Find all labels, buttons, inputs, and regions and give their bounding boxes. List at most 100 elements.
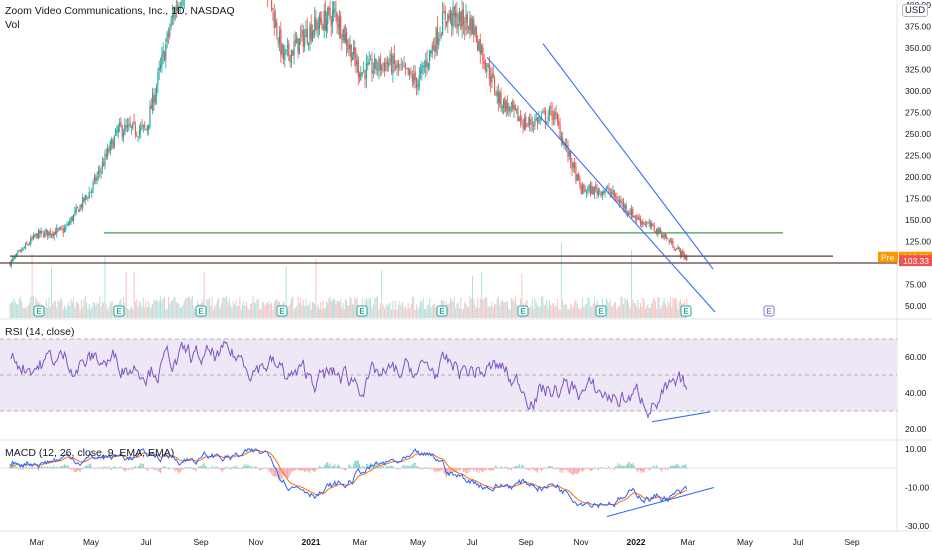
macd-histogram-bar — [96, 468, 98, 469]
candle-body — [285, 49, 287, 52]
candle-body — [332, 9, 335, 13]
volume-bar — [344, 299, 346, 318]
candle-body — [47, 230, 49, 237]
macd-histogram-bar — [582, 468, 584, 472]
candle-body — [543, 111, 545, 112]
volume-bar — [397, 305, 399, 318]
volume-bar — [107, 309, 109, 318]
candle-body — [431, 45, 433, 54]
volume-bar — [351, 304, 353, 318]
candle-body — [342, 29, 344, 39]
volume-bar — [169, 303, 171, 318]
volume-bar — [326, 301, 328, 318]
macd-histogram-bar — [54, 468, 56, 469]
macd-histogram-bar — [541, 468, 543, 472]
volume-bar — [95, 305, 97, 318]
macd-histogram-bar — [661, 468, 663, 472]
symbol-title[interactable]: Zoom Video Communications, Inc., 1D, NAS… — [5, 5, 235, 17]
candle-body — [318, 15, 321, 30]
macd-histogram-bar — [455, 468, 457, 472]
candle-body — [369, 59, 372, 61]
volume-bar — [559, 309, 561, 318]
volume-bar — [329, 296, 331, 318]
volume-bar — [510, 298, 512, 318]
macd-histogram-bar — [260, 468, 262, 471]
candle-body — [136, 135, 138, 136]
candle-body — [461, 10, 463, 28]
macd-histogram-bar — [623, 465, 625, 469]
volume-bar — [47, 307, 49, 318]
candle-body — [636, 218, 638, 220]
candle-body — [430, 50, 432, 53]
candle-body — [95, 177, 97, 182]
earnings-label: E — [439, 307, 445, 316]
candle-body — [572, 162, 574, 169]
candle-body — [19, 249, 21, 252]
candle-body — [514, 105, 516, 110]
volume-bar — [243, 300, 245, 318]
volume-bar — [161, 300, 163, 318]
candle-body — [21, 250, 23, 252]
candle-body — [484, 61, 487, 71]
candle-body — [290, 50, 293, 63]
candle-body — [367, 62, 369, 66]
macd-histogram-bar — [317, 468, 319, 470]
volume-bar — [174, 296, 176, 318]
macd-histogram-bar — [269, 468, 271, 472]
macd-histogram-bar — [586, 468, 588, 469]
volume-bar — [468, 307, 470, 318]
candle-body — [116, 131, 118, 133]
volume-bar — [305, 299, 307, 318]
candle-body — [360, 72, 362, 81]
candle-body — [103, 163, 105, 166]
volume-label[interactable]: Vol — [5, 19, 20, 31]
candle-body — [174, 7, 176, 20]
candle-body — [495, 93, 497, 95]
macd-histogram-bar — [208, 467, 210, 469]
macd-histogram-bar — [509, 468, 511, 469]
volume-bar — [608, 302, 610, 318]
volume-bar — [679, 299, 681, 318]
macd-histogram-bar — [447, 468, 449, 476]
candle-body — [175, 7, 177, 11]
volume-bar — [621, 297, 623, 318]
macd-histogram-bar — [621, 466, 623, 469]
candle-body — [298, 38, 300, 55]
macd-histogram-bar — [267, 468, 269, 469]
macd-histogram-bar — [678, 465, 680, 469]
volume-bar — [111, 302, 113, 318]
currency-badge[interactable]: USD — [902, 4, 929, 17]
volume-bar — [538, 307, 540, 318]
volume-bar — [379, 303, 381, 318]
volume-bar — [378, 309, 380, 318]
candle-body — [488, 64, 490, 79]
macd-histogram-bar — [356, 460, 358, 469]
candle-body — [410, 72, 412, 76]
macd-histogram-bar — [216, 466, 218, 469]
candle-body — [536, 117, 539, 124]
candle-body — [282, 45, 285, 61]
macd-histogram-bar — [14, 465, 16, 469]
macd-histogram-bar — [185, 468, 187, 469]
macd-histogram-bar — [482, 468, 484, 473]
rsi-label[interactable]: RSI (14, close) — [5, 326, 75, 338]
volume-bar — [306, 306, 308, 318]
candle-body — [289, 55, 291, 63]
candle-body — [531, 123, 533, 125]
macd-histogram-bar — [539, 468, 541, 470]
macd-histogram-bar — [198, 465, 200, 469]
candle-body — [54, 231, 57, 235]
earnings-badge — [763, 305, 775, 317]
macd-label[interactable]: MACD (12, 26, close, 9, EMA, EMA) — [5, 447, 175, 459]
candle-body — [644, 224, 647, 226]
macd-histogram-bar — [451, 468, 453, 472]
volume-bar — [539, 306, 541, 318]
volume-bar — [447, 303, 449, 318]
earnings-marker: E — [195, 305, 207, 317]
candle-body — [527, 123, 529, 125]
volume-bar — [175, 303, 177, 318]
candle-body — [385, 62, 387, 72]
earnings-marker: E — [356, 305, 368, 317]
macd-histogram-bar — [44, 465, 46, 469]
